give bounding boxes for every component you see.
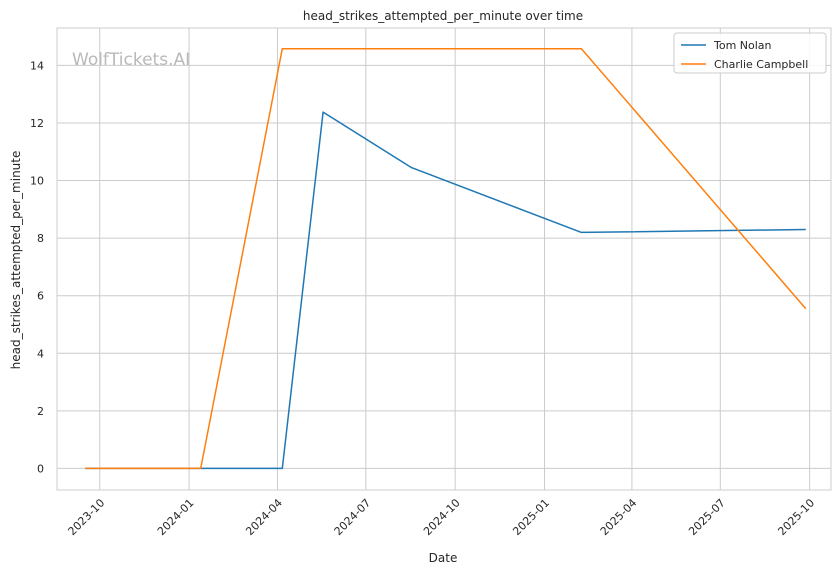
y-tick-label: 10 [30, 175, 44, 188]
plot-area [56, 27, 832, 491]
x-tick-label: 2024-01 [155, 496, 197, 538]
series-line-charlie-campbell [85, 47, 807, 470]
legend-label: Tom Nolan [713, 39, 772, 52]
y-tick-label: 4 [37, 347, 44, 360]
y-tick-label: 12 [30, 117, 44, 130]
x-tick-label: 2025-07 [686, 496, 728, 538]
series-lines [85, 47, 807, 470]
x-tick-label: 2025-10 [776, 496, 818, 538]
watermark-text: WolfTickets.AI [72, 50, 190, 70]
y-axis-label: head_strikes_attempted_per_minute [9, 151, 23, 370]
chart-title: head_strikes_attempted_per_minute over t… [303, 9, 583, 23]
x-axis-label: Date [429, 551, 458, 565]
legend-box [673, 32, 827, 74]
y-tick-label: 2 [37, 405, 44, 418]
legend: Tom Nolan Charlie Campbell [673, 32, 827, 74]
legend-label: Charlie Campbell [714, 58, 808, 71]
y-tick-label: 6 [37, 290, 44, 303]
y-tick-label: 8 [37, 232, 44, 245]
x-tick-label: 2024-04 [243, 496, 285, 538]
y-tick-label: 14 [30, 59, 44, 72]
x-tick-label: 2025-01 [510, 496, 552, 538]
x-tick-label: 2024-07 [332, 496, 374, 538]
x-tick-label: 2025-04 [598, 496, 640, 538]
x-tick-label: 2024-10 [421, 496, 463, 538]
y-tick-label: 0 [37, 462, 44, 475]
x-tick-label: 2023-10 [66, 496, 108, 538]
